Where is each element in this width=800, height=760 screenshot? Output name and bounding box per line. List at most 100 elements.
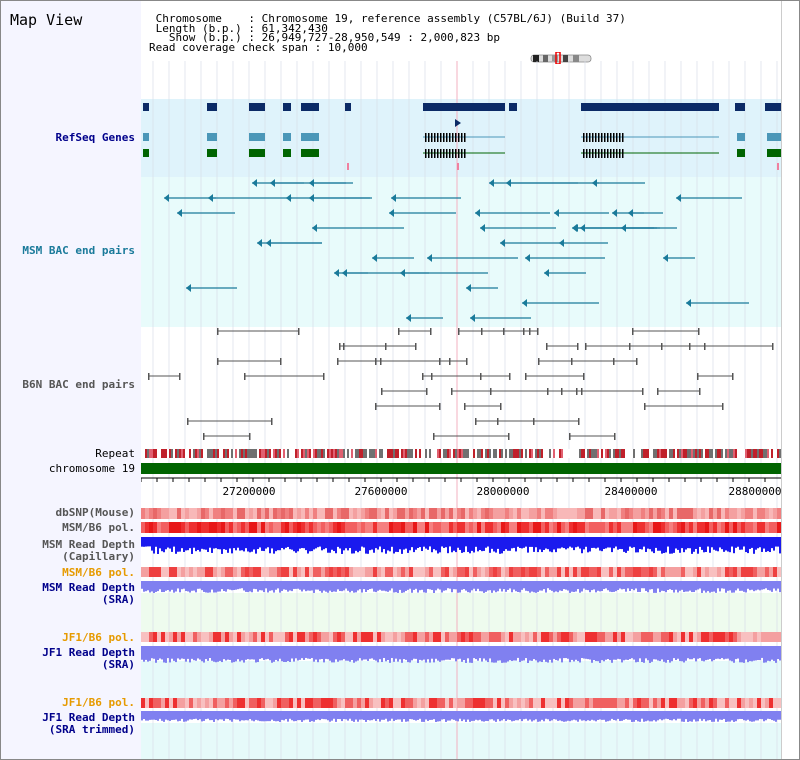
- depth-bar: [253, 646, 255, 660]
- refseq-label-text[interactable]: RefSeq Genes: [55, 131, 135, 144]
- depth-bar: [537, 581, 539, 592]
- chromosome-ideogram-icon[interactable]: [529, 52, 593, 64]
- heat-cell: [761, 632, 765, 642]
- depth-bar: [447, 711, 449, 721]
- heat-cell: [369, 508, 373, 519]
- msm-bac-label-text[interactable]: MSM BAC end pairs: [22, 244, 135, 257]
- depth-bar: [355, 646, 357, 662]
- depth-bar: [657, 711, 659, 721]
- heat-cell: [321, 698, 325, 708]
- track-canvas[interactable]: 27200000 27600000 28000000 28400000 28800000: [141, 1, 781, 759]
- label-jf1-depth-trimmed[interactable]: JF1 Read Depth (SRA trimmed): [1, 712, 135, 736]
- gene-block: [765, 103, 781, 111]
- depth-bar: [461, 646, 463, 662]
- depth-bar: [675, 581, 677, 590]
- depth-bar: [627, 581, 629, 589]
- msm-depth-cap-line1: MSM Read Depth: [42, 538, 135, 551]
- depth-bar: [681, 711, 683, 722]
- heat-cell: [645, 567, 649, 577]
- depth-bar: [223, 646, 225, 660]
- depth-bar: [623, 646, 625, 661]
- repeat-segment: [559, 449, 561, 458]
- repeat-segment: [255, 449, 257, 458]
- depth-bar: [593, 581, 595, 590]
- label-msm-bac[interactable]: MSM BAC end pairs: [1, 245, 135, 257]
- depth-bar: [201, 581, 203, 591]
- depth-bar: [755, 581, 757, 591]
- repeat-segment: [259, 449, 261, 458]
- heat-cell: [329, 632, 333, 642]
- heat-cell: [493, 698, 497, 708]
- depth-bar: [423, 646, 425, 660]
- depth-bar: [167, 581, 169, 591]
- depth-bar: [523, 581, 525, 589]
- label-jf1-b6-pol-1[interactable]: JF1/B6 pol.: [62, 631, 135, 644]
- heat-cell: [145, 632, 149, 642]
- depth-bar: [539, 537, 541, 550]
- heat-cell: [493, 632, 497, 642]
- track-area[interactable]: 27200000 27600000 28000000 28400000 28800000: [141, 1, 781, 759]
- heat-cell: [485, 632, 489, 642]
- heat-cell: [261, 632, 265, 642]
- heat-cell: [733, 508, 737, 519]
- heat-cell: [769, 632, 773, 642]
- label-dbsnp[interactable]: dbSNP(Mouse): [55, 506, 135, 519]
- heat-cell: [697, 508, 701, 519]
- heat-cell: [753, 508, 757, 519]
- heat-cell: [665, 522, 669, 533]
- heat-cell: [713, 698, 717, 708]
- depth-bar: [173, 537, 175, 547]
- heat-cell: [705, 632, 709, 642]
- depth-bar: [365, 581, 367, 592]
- label-msm-b6-pol-sra[interactable]: MSM/B6 pol.: [62, 566, 135, 579]
- label-msm-b6-pol[interactable]: MSM/B6 pol.: [62, 521, 135, 534]
- heat-cell: [289, 567, 293, 577]
- depth-bar: [163, 711, 165, 722]
- depth-bar: [193, 537, 195, 548]
- depth-bar: [329, 646, 331, 661]
- depth-bar: [427, 581, 429, 589]
- repeat-segment: [383, 449, 385, 458]
- repeat-segment: [415, 449, 417, 458]
- depth-bar: [493, 537, 495, 552]
- depth-bar: [441, 646, 443, 661]
- depth-bar: [745, 646, 747, 660]
- depth-bar: [213, 711, 215, 722]
- depth-bar: [309, 646, 311, 659]
- repeat-segment: [187, 449, 189, 458]
- heat-cell: [717, 567, 721, 577]
- heat-cell: [333, 698, 337, 708]
- depth-bar: [341, 711, 343, 722]
- repeat-segment: [281, 449, 283, 458]
- heat-cell: [185, 698, 189, 708]
- depth-bar: [565, 711, 567, 722]
- heat-cell: [653, 632, 657, 642]
- depth-bar: [679, 581, 681, 591]
- repeat-segment: [443, 449, 445, 458]
- depth-bar: [759, 646, 761, 661]
- depth-bar: [489, 581, 491, 591]
- depth-bar: [663, 646, 665, 662]
- depth-bar: [453, 581, 455, 590]
- depth-bar: [771, 537, 773, 549]
- b6n-pair-end: [657, 388, 659, 395]
- depth-bar: [721, 646, 723, 659]
- depth-bar: [707, 711, 709, 721]
- depth-bar: [515, 581, 517, 592]
- label-b6n-bac[interactable]: B6N BAC end pairs: [1, 379, 135, 391]
- depth-bar: [661, 581, 663, 591]
- b6n-pair-end: [581, 388, 583, 395]
- label-refseq-genes[interactable]: RefSeq Genes: [1, 132, 135, 144]
- label-jf1-depth-sra[interactable]: JF1 Read Depth (SRA): [1, 647, 135, 671]
- label-msm-depth-sra[interactable]: MSM Read Depth (SRA): [1, 582, 135, 606]
- b6n-bac-label-text[interactable]: B6N BAC end pairs: [22, 378, 135, 391]
- depth-bar: [673, 711, 675, 720]
- label-msm-depth-capillary[interactable]: MSM Read Depth (Capillary): [1, 539, 135, 563]
- heat-cell: [241, 567, 245, 577]
- depth-bar: [301, 711, 303, 722]
- depth-bar: [205, 711, 207, 720]
- depth-bar: [327, 646, 329, 660]
- heat-cell: [477, 522, 481, 533]
- label-jf1-b6-pol-2[interactable]: JF1/B6 pol.: [62, 696, 135, 709]
- heat-cell: [305, 698, 309, 708]
